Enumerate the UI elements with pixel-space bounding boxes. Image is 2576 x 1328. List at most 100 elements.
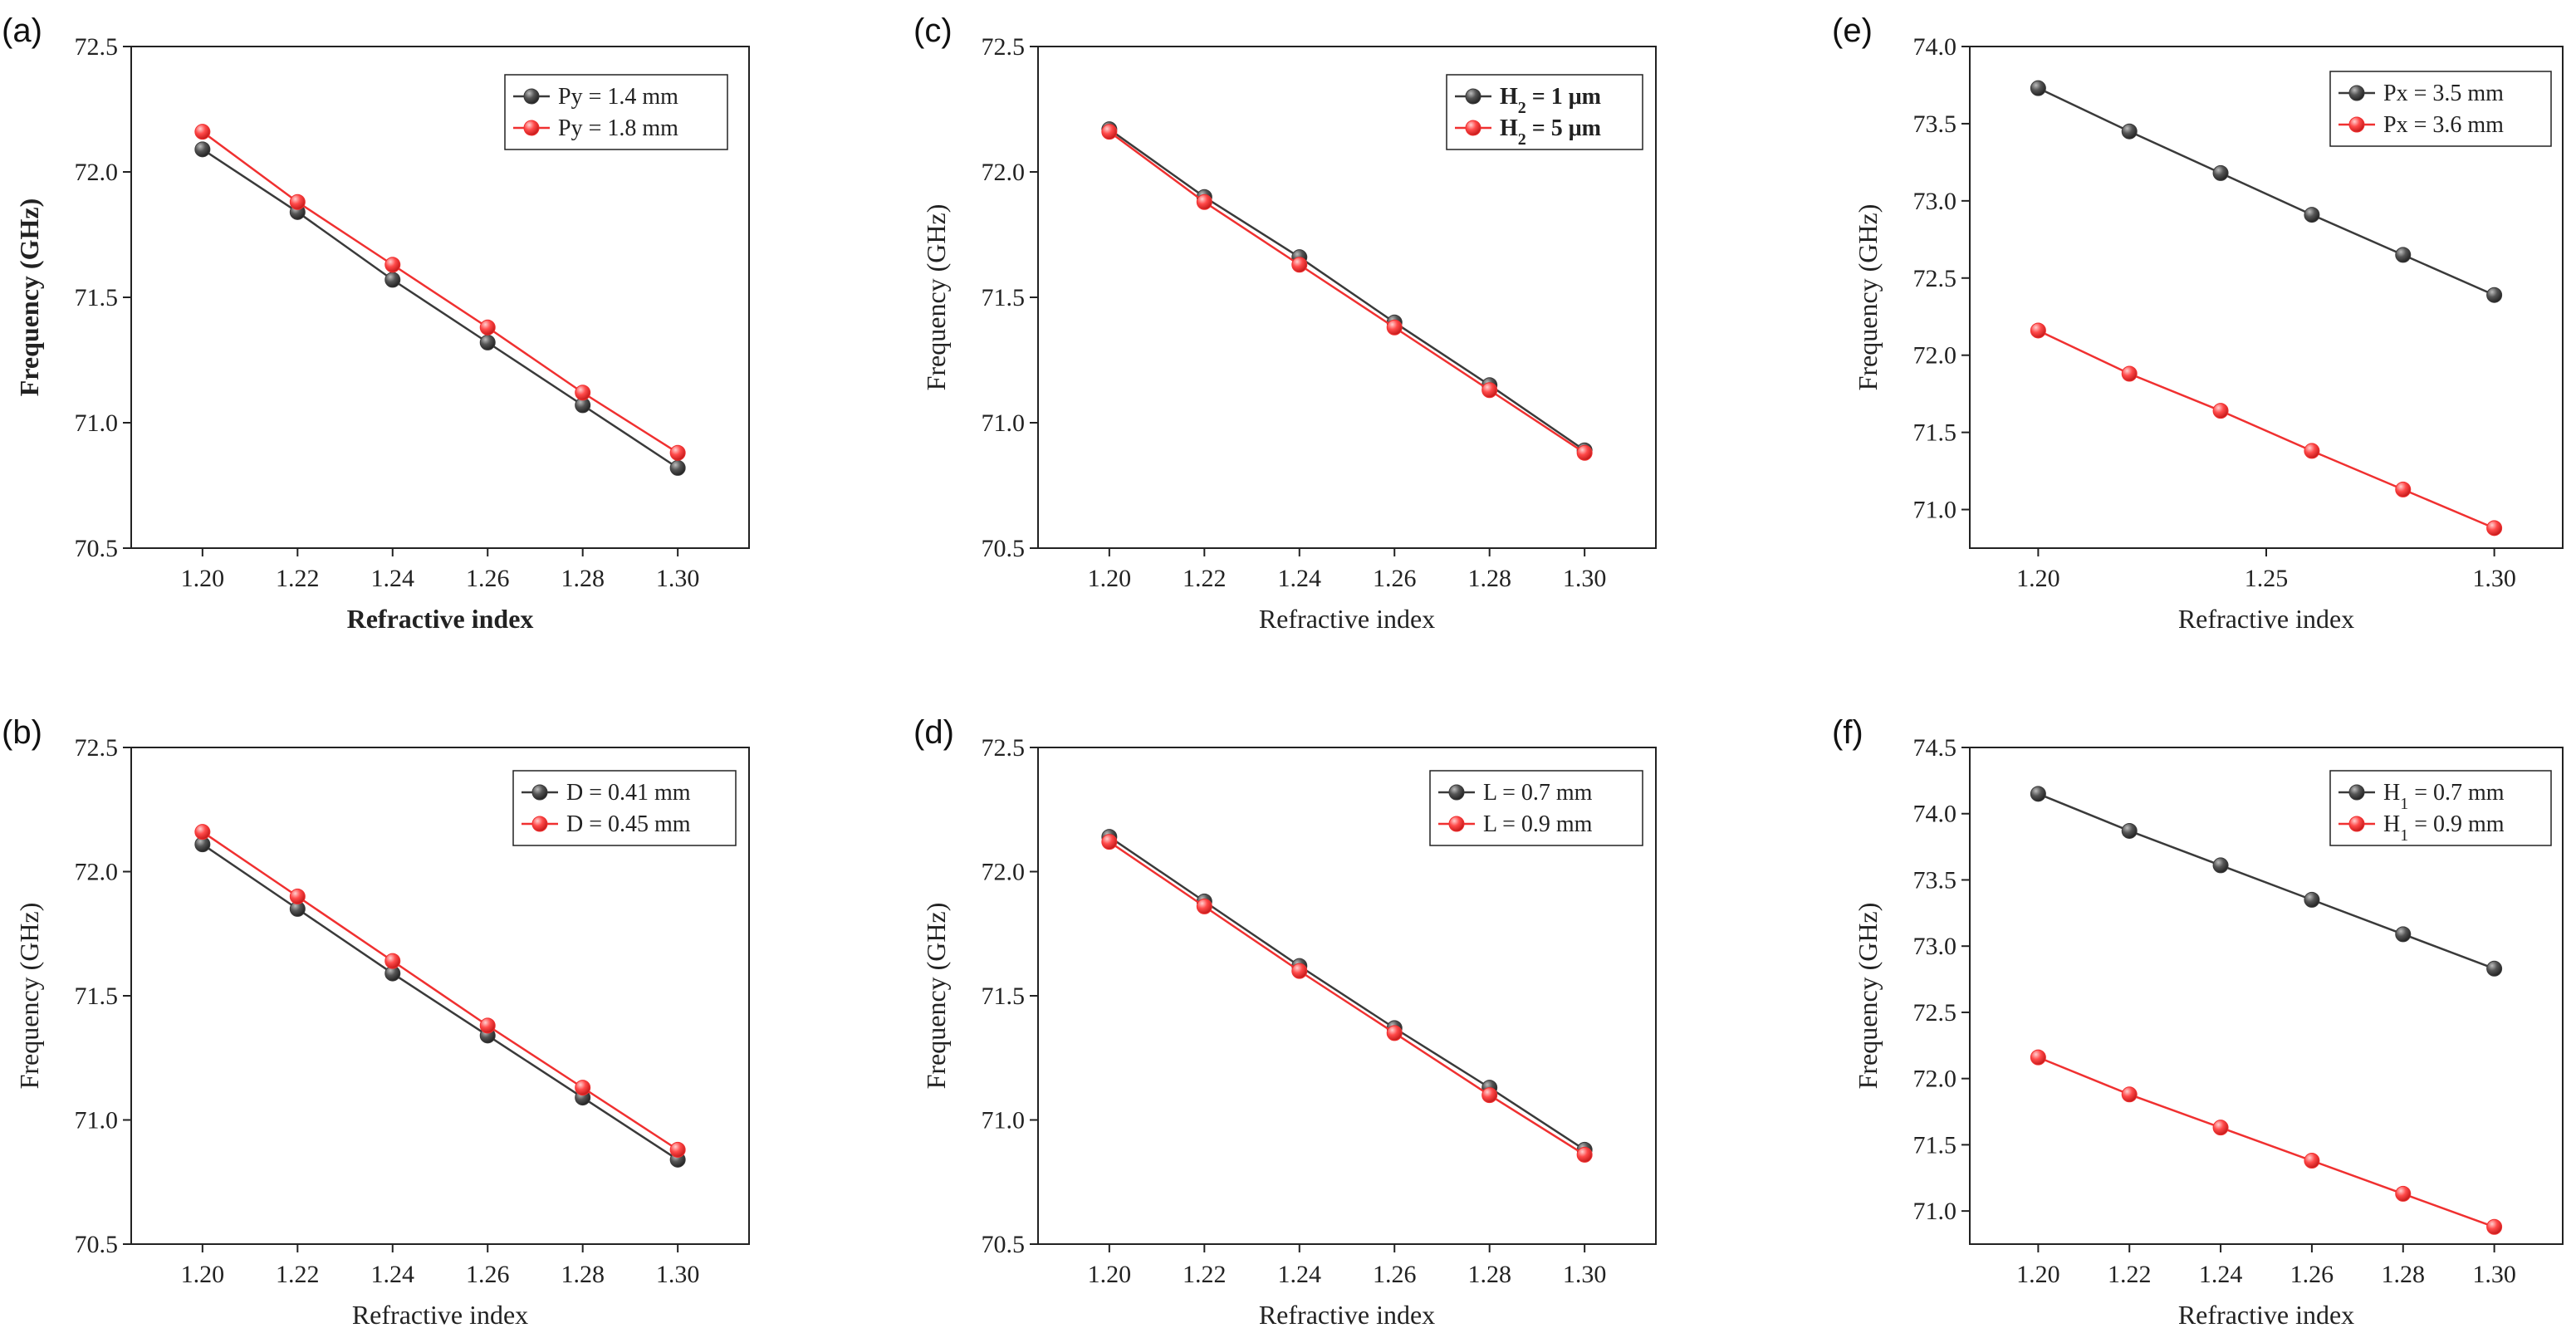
data-point [194,141,211,158]
data-point [2486,520,2503,537]
data-point [2395,481,2412,497]
y-tick-label: 70.5 [75,1231,119,1258]
series-line-2 [1109,840,1585,1156]
series-line-1 [1109,836,1585,1151]
panel-e: (e) 1.20 1.25 1.30 71.0 71.5 72.0 72.5 73.0 73.5 7… [1832,12,2564,634]
series-line-1 [2037,792,2495,970]
legend-marker [2348,784,2365,801]
x-tick-label: 1.22 [1183,1261,1227,1288]
y-tick-label: 71.0 [1913,497,1957,524]
data-point [2212,164,2229,181]
legend-marker [1465,88,1481,105]
y-axis-title: Frequency (GHz) [921,204,951,391]
legend-box [512,770,737,846]
data-point [1576,1146,1593,1163]
data-point [2212,403,2229,419]
legend-marker [1448,784,1465,801]
legend-marker [523,88,540,105]
data-point [384,953,401,969]
legend-label-2: L = 0.9 mm [1483,811,1593,837]
y-tick-label: 71.0 [982,1107,1026,1134]
data-point [2212,1120,2229,1136]
y-axis-title: Frequency (GHz) [14,903,44,1090]
legend-label-1: D = 0.41 mm [566,780,691,806]
legend-box [2329,770,2552,846]
legend-box [1429,770,1643,846]
x-tick-label: 1.22 [276,1261,320,1288]
data-point [2395,926,2412,943]
series-line-1 [202,148,678,469]
y-tick-label: 73.5 [1913,866,1957,894]
y-axis-title: Frequency (GHz) [1853,903,1883,1090]
y-tick-label: 70.5 [75,535,119,562]
x-tick-label: 1.24 [2199,1261,2243,1288]
x-tick-label: 1.30 [656,565,700,592]
x-tick-label: 1.20 [1088,565,1132,592]
panel-label: (c) [913,12,953,49]
data-point [479,1017,496,1034]
panel-d: (d) 1.20 1.22 1.24 1.26 1.28 1.30 70.5 71.0 71.5 7… [913,714,1657,1328]
panel-label: (d) [913,714,954,751]
series-line-1 [2037,87,2495,296]
legend-label-1: L = 0.7 mm [1483,780,1593,806]
series-line-2 [2037,329,2495,529]
x-tick-label: 1.26 [2290,1261,2334,1288]
series-line-2 [202,130,678,454]
plot-frame [1969,747,2564,1245]
y-tick-label: 70.5 [982,535,1026,562]
data-point [1386,1025,1403,1041]
y-tick-label: 72.0 [75,859,119,886]
data-point [2486,960,2503,977]
x-tick-label: 1.20 [181,565,225,592]
y-tick-label: 71.5 [1913,419,1957,447]
legend-label-2: Py = 1.8 mm [558,115,678,141]
legend-label-2: H1 = 0.9 mm [2383,811,2505,845]
legend-box [2329,71,2552,147]
y-tick-label: 71.0 [982,409,1026,437]
y-tick-label: 72.0 [982,859,1026,886]
data-point [2030,786,2046,802]
x-tick-label: 1.22 [1183,565,1227,592]
y-tick-label: 71.0 [75,409,119,437]
y-tick-label: 72.5 [1913,265,1957,292]
panel-f: (f) 1.20 1.22 1.24 1.26 1.28 1.30 71.0 71.5 72.0 7… [1832,714,2564,1328]
x-axis-title: Refractive index [352,1300,528,1328]
legend-marker [2348,816,2365,832]
data-point [1291,963,1308,979]
series-line-2 [1109,130,1585,454]
data-point [384,272,401,288]
data-point [2304,207,2320,223]
data-point [575,1080,591,1096]
x-tick-label: 1.20 [1088,1261,1132,1288]
x-tick-label: 1.30 [2472,565,2516,592]
x-tick-label: 1.25 [2245,565,2289,592]
y-tick-label: 71.5 [75,983,119,1010]
data-point [575,385,591,401]
data-point [2121,1086,2138,1103]
data-point [384,257,401,273]
y-tick-label: 74.0 [1913,33,1957,61]
y-tick-label: 73.5 [1913,110,1957,138]
legend-marker [531,816,548,832]
data-point [2121,365,2138,382]
y-tick-label: 71.0 [1913,1198,1957,1225]
y-tick-label: 71.5 [1913,1131,1957,1159]
data-point [1101,124,1118,140]
data-point [1291,257,1308,273]
x-axis-title: Refractive index [1259,604,1435,634]
data-point [669,444,686,461]
data-point [2304,443,2320,459]
panel-a: (a) 1.20 1.22 1.24 1.26 1.28 1.30 70.5 71.0 71.5 7… [2,12,750,634]
y-tick-label: 72.0 [1913,1066,1957,1093]
legend-box [1446,74,1643,150]
data-point [1481,382,1498,399]
x-tick-label: 1.28 [561,565,605,592]
x-axis-title: Refractive index [2178,1300,2354,1328]
y-tick-label: 72.0 [75,159,119,186]
x-tick-label: 1.28 [1467,565,1511,592]
x-tick-label: 1.28 [2382,1261,2426,1288]
x-tick-label: 1.24 [371,565,415,592]
x-tick-label: 1.28 [561,1261,605,1288]
data-point [2304,1153,2320,1169]
data-point [2486,1218,2503,1235]
